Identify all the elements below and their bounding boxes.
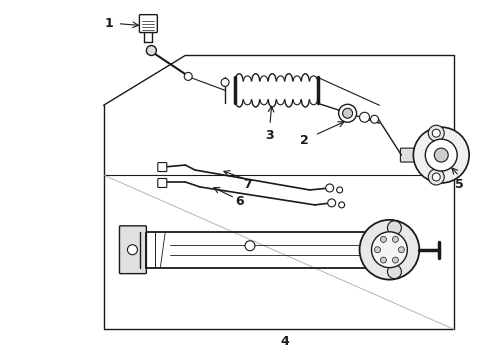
Circle shape xyxy=(388,265,401,279)
Circle shape xyxy=(414,127,469,183)
Circle shape xyxy=(339,104,357,122)
Circle shape xyxy=(392,257,398,263)
Circle shape xyxy=(337,187,343,193)
Circle shape xyxy=(432,173,440,181)
Circle shape xyxy=(380,257,387,263)
Circle shape xyxy=(184,72,192,80)
Text: 6: 6 xyxy=(236,195,245,208)
FancyBboxPatch shape xyxy=(158,179,167,188)
Text: 7: 7 xyxy=(244,179,252,192)
Circle shape xyxy=(425,139,457,171)
Text: 5: 5 xyxy=(455,179,464,192)
Circle shape xyxy=(147,45,156,55)
Text: 1: 1 xyxy=(104,17,113,30)
Circle shape xyxy=(432,129,440,137)
Text: 4: 4 xyxy=(280,335,289,348)
Text: 2: 2 xyxy=(300,134,309,147)
Circle shape xyxy=(392,237,398,242)
Circle shape xyxy=(428,169,444,185)
Circle shape xyxy=(328,199,336,207)
FancyBboxPatch shape xyxy=(120,226,147,274)
FancyBboxPatch shape xyxy=(158,163,167,171)
Circle shape xyxy=(388,221,401,235)
Circle shape xyxy=(326,184,334,192)
FancyBboxPatch shape xyxy=(400,148,416,162)
Circle shape xyxy=(339,202,344,208)
Text: 3: 3 xyxy=(266,129,274,142)
Circle shape xyxy=(374,247,380,253)
Circle shape xyxy=(398,247,404,253)
Circle shape xyxy=(360,220,419,280)
Circle shape xyxy=(343,108,353,118)
Circle shape xyxy=(221,78,229,86)
Circle shape xyxy=(370,115,378,123)
Circle shape xyxy=(371,232,407,268)
Circle shape xyxy=(127,245,137,255)
Circle shape xyxy=(380,237,387,242)
Circle shape xyxy=(360,112,369,122)
FancyBboxPatch shape xyxy=(140,15,157,32)
Circle shape xyxy=(245,241,255,251)
Circle shape xyxy=(428,125,444,141)
Circle shape xyxy=(434,148,448,162)
